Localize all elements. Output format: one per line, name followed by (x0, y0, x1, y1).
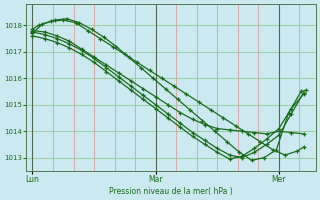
X-axis label: Pression niveau de la mer( hPa ): Pression niveau de la mer( hPa ) (109, 187, 233, 196)
